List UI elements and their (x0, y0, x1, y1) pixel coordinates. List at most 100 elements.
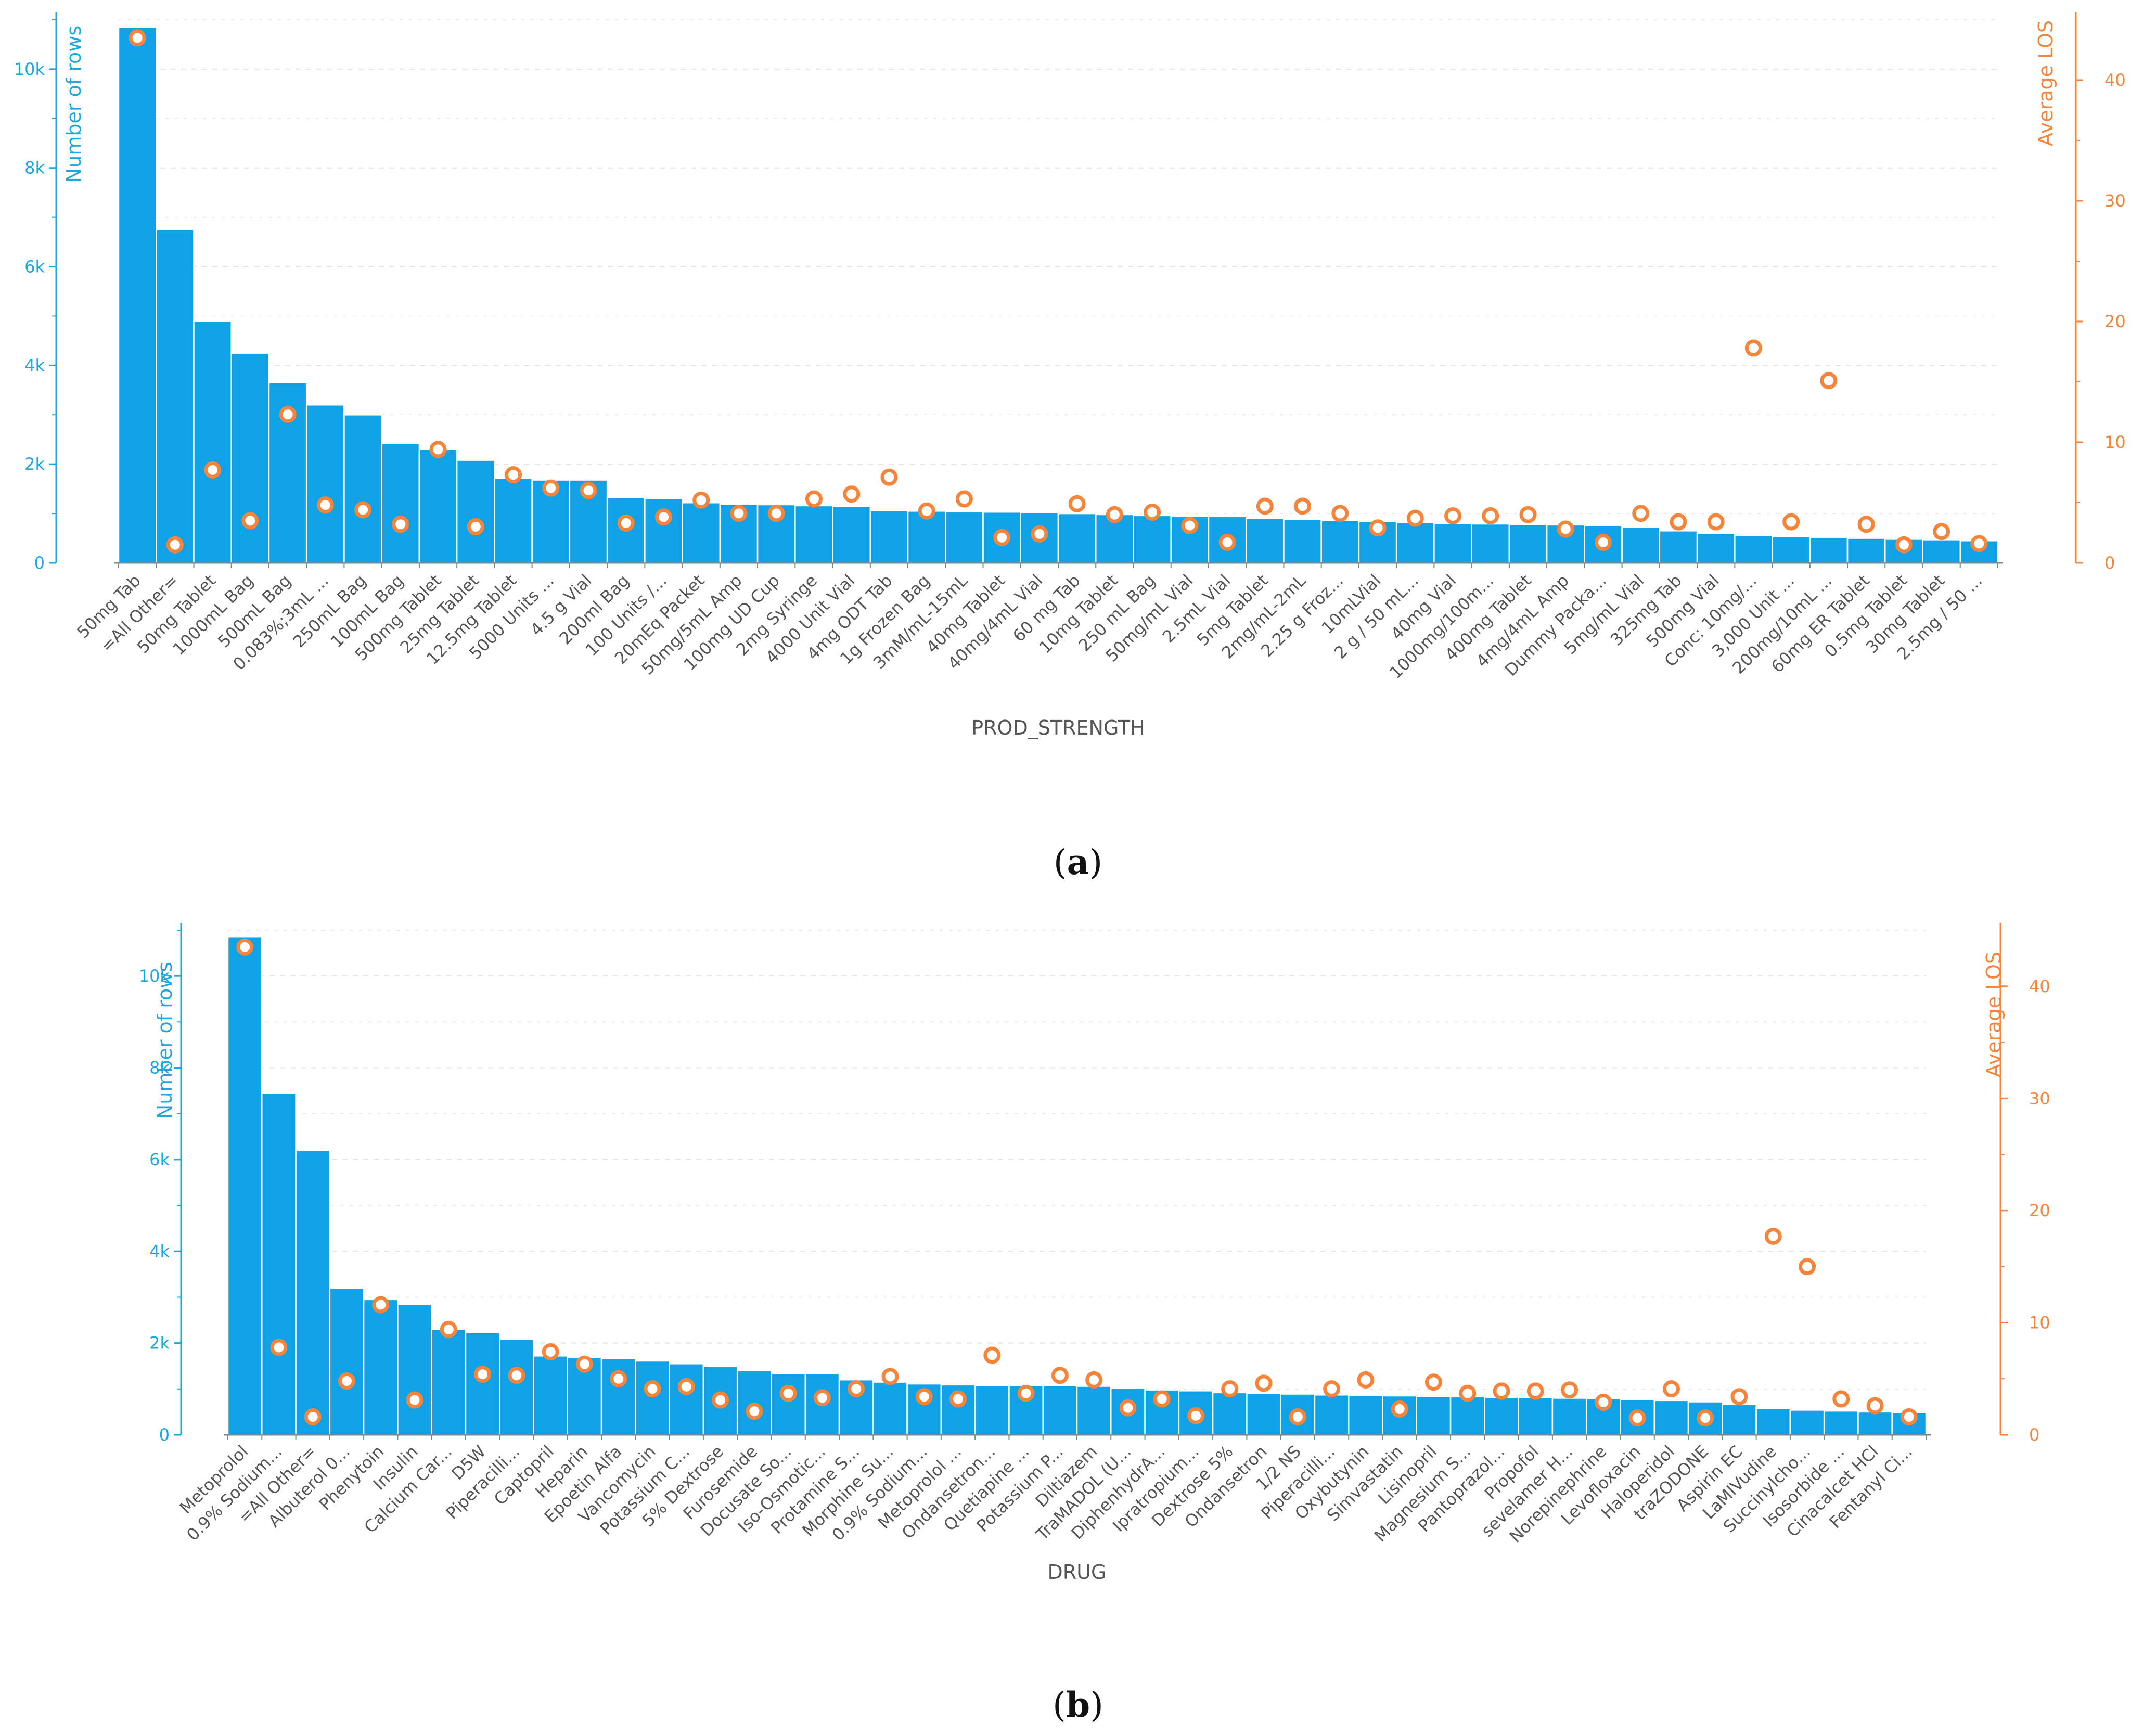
los-marker (338, 1372, 355, 1390)
los-marker (949, 1390, 967, 1408)
right-tick-label: 40 (2104, 70, 2126, 90)
los-marker (805, 490, 823, 508)
bar (1659, 530, 1698, 564)
caption-open: ( (1053, 1685, 1066, 1725)
bar (230, 352, 270, 564)
los-marker (1526, 1382, 1544, 1400)
bar (1057, 512, 1097, 564)
right-tick-label: 0 (2104, 553, 2115, 573)
los-marker (730, 505, 748, 522)
los-marker (1221, 1380, 1239, 1398)
bar (397, 1303, 432, 1436)
bar (1653, 1399, 1689, 1436)
caption-letter: a (1067, 842, 1089, 882)
bar (644, 498, 683, 564)
left-axis-title: Number of rows (62, 25, 85, 183)
los-marker (955, 490, 973, 508)
bar (1696, 532, 1736, 564)
los-marker (1895, 536, 1913, 554)
bar (1551, 1397, 1587, 1436)
los-marker (1482, 507, 1499, 525)
bar (1518, 1397, 1554, 1436)
los-marker (617, 514, 635, 532)
los-marker (1369, 519, 1387, 537)
panel-caption: (b) (1053, 1685, 1103, 1725)
bar (794, 505, 833, 564)
los-marker (1832, 1390, 1850, 1408)
los-marker (1744, 339, 1762, 357)
bar (498, 1339, 534, 1436)
bar (600, 1358, 636, 1436)
bar (669, 1363, 704, 1436)
bar (329, 1287, 365, 1436)
bar (295, 1150, 331, 1436)
bar (363, 1299, 399, 1436)
los-marker (712, 1391, 729, 1409)
right-tick-label: 40 (2029, 976, 2050, 996)
bar (635, 1360, 670, 1436)
bar (1857, 1411, 1893, 1436)
bar (494, 477, 533, 564)
los-marker (1697, 1409, 1714, 1427)
los-marker (505, 466, 522, 484)
los-marker (644, 1380, 661, 1398)
los-marker (1459, 1384, 1477, 1402)
right-tick-label: 30 (2104, 191, 2126, 211)
left-tick-label: 8k (149, 1058, 170, 1078)
bar (1433, 522, 1472, 564)
bar (1471, 523, 1510, 564)
bar (1416, 1395, 1452, 1436)
bar (1484, 1396, 1519, 1436)
bar (1246, 1393, 1281, 1436)
caption-close: ) (1090, 1685, 1103, 1725)
los-marker (542, 1343, 559, 1360)
los-marker (1866, 1397, 1884, 1415)
los-marker (1031, 525, 1048, 543)
los-marker (1218, 534, 1236, 551)
bar (1314, 1394, 1350, 1436)
x-axis-title: DRUG (1048, 1561, 1107, 1584)
los-marker (1730, 1388, 1748, 1406)
bar (1734, 534, 1773, 564)
los-marker (1187, 1407, 1204, 1424)
chart-a: 0 2k 4k 6k 8k 10k Number of rows 0 10 20 30 40 Avera… (14, 12, 2126, 882)
bar (1621, 526, 1661, 564)
right-axis-title: Average LOS (2034, 20, 2057, 146)
right-axis-title: Average LOS (1982, 952, 2005, 1077)
los-marker (1933, 523, 1950, 541)
los-marker (1357, 1371, 1375, 1389)
los-marker (1764, 1227, 1782, 1245)
los-marker (1068, 495, 1086, 512)
bar (771, 1372, 806, 1436)
los-marker (1493, 1382, 1510, 1400)
los-marker (1256, 497, 1274, 515)
bar (533, 1355, 569, 1436)
right-tick-label: 20 (2104, 312, 2126, 331)
los-marker (1294, 497, 1312, 515)
los-marker (204, 461, 222, 479)
los-marker (1799, 1258, 1816, 1276)
los-marker (1323, 1380, 1341, 1398)
caption-open: ( (1054, 842, 1067, 882)
bar (381, 443, 420, 564)
los-marker (880, 468, 898, 486)
los-marker (1970, 535, 1988, 552)
bar (1245, 518, 1285, 564)
los-marker (392, 516, 409, 533)
los-marker (1424, 1373, 1442, 1391)
los-marker (654, 508, 672, 526)
los-marker (406, 1391, 424, 1409)
los-marker (1153, 1390, 1171, 1408)
x-axis-title: PROD_STRENGTH (971, 716, 1145, 739)
los-marker (304, 1408, 322, 1426)
los-marker (508, 1367, 525, 1384)
bar (1395, 521, 1435, 564)
bar (1449, 1396, 1485, 1436)
left-tick-label: 2k (24, 454, 45, 474)
los-marker (1900, 1408, 1918, 1426)
los-marker (1662, 1380, 1680, 1398)
bar (1320, 520, 1360, 564)
los-marker (1561, 1381, 1578, 1399)
los-marker (372, 1296, 390, 1314)
